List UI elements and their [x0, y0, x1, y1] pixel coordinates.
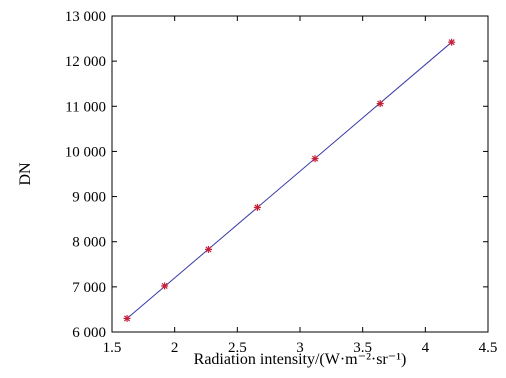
data-point-marker: [376, 100, 384, 108]
x-tick-label: 2: [171, 340, 179, 356]
data-point-marker: [311, 155, 319, 163]
fit-line: [126, 41, 452, 319]
data-point-marker: [448, 38, 456, 46]
x-axis-label: Radiation intensity/(W·m⁻²·sr⁻¹): [194, 351, 407, 368]
y-axis-label: DN: [17, 162, 34, 186]
y-tick-label: 13 000: [65, 9, 106, 25]
x-tick-label: 3: [296, 340, 304, 356]
x-tick-label: 2.5: [228, 340, 247, 356]
x-tick-label: 4.5: [479, 340, 498, 356]
y-tick-label: 10 000: [65, 144, 106, 160]
x-tick-label: 3.5: [353, 340, 372, 356]
y-tick-label: 12 000: [65, 54, 106, 70]
series-layer: [123, 38, 456, 322]
data-point-marker: [205, 245, 213, 253]
y-tick-label: 11 000: [65, 99, 106, 115]
y-tick-label: 8 000: [72, 235, 106, 251]
y-tick-label: 9 000: [72, 190, 106, 206]
plot-frame: [111, 15, 489, 333]
y-axis-ticks: 6 000 7 000 8 000 9 000 10 000 11 000 12 000 13…: [65, 9, 488, 341]
data-point-marker: [253, 203, 261, 211]
x-tick-label: 4: [422, 340, 430, 356]
data-point-marker: [123, 314, 131, 322]
y-tick-label: 7 000: [72, 280, 106, 296]
x-tick-label: 1.5: [103, 340, 122, 356]
x-axis-ticks: 1.5 2 2.5 3 3.5 4 4.5: [103, 16, 498, 356]
y-tick-label: 6 000: [72, 325, 106, 341]
data-point-marker: [161, 282, 169, 290]
